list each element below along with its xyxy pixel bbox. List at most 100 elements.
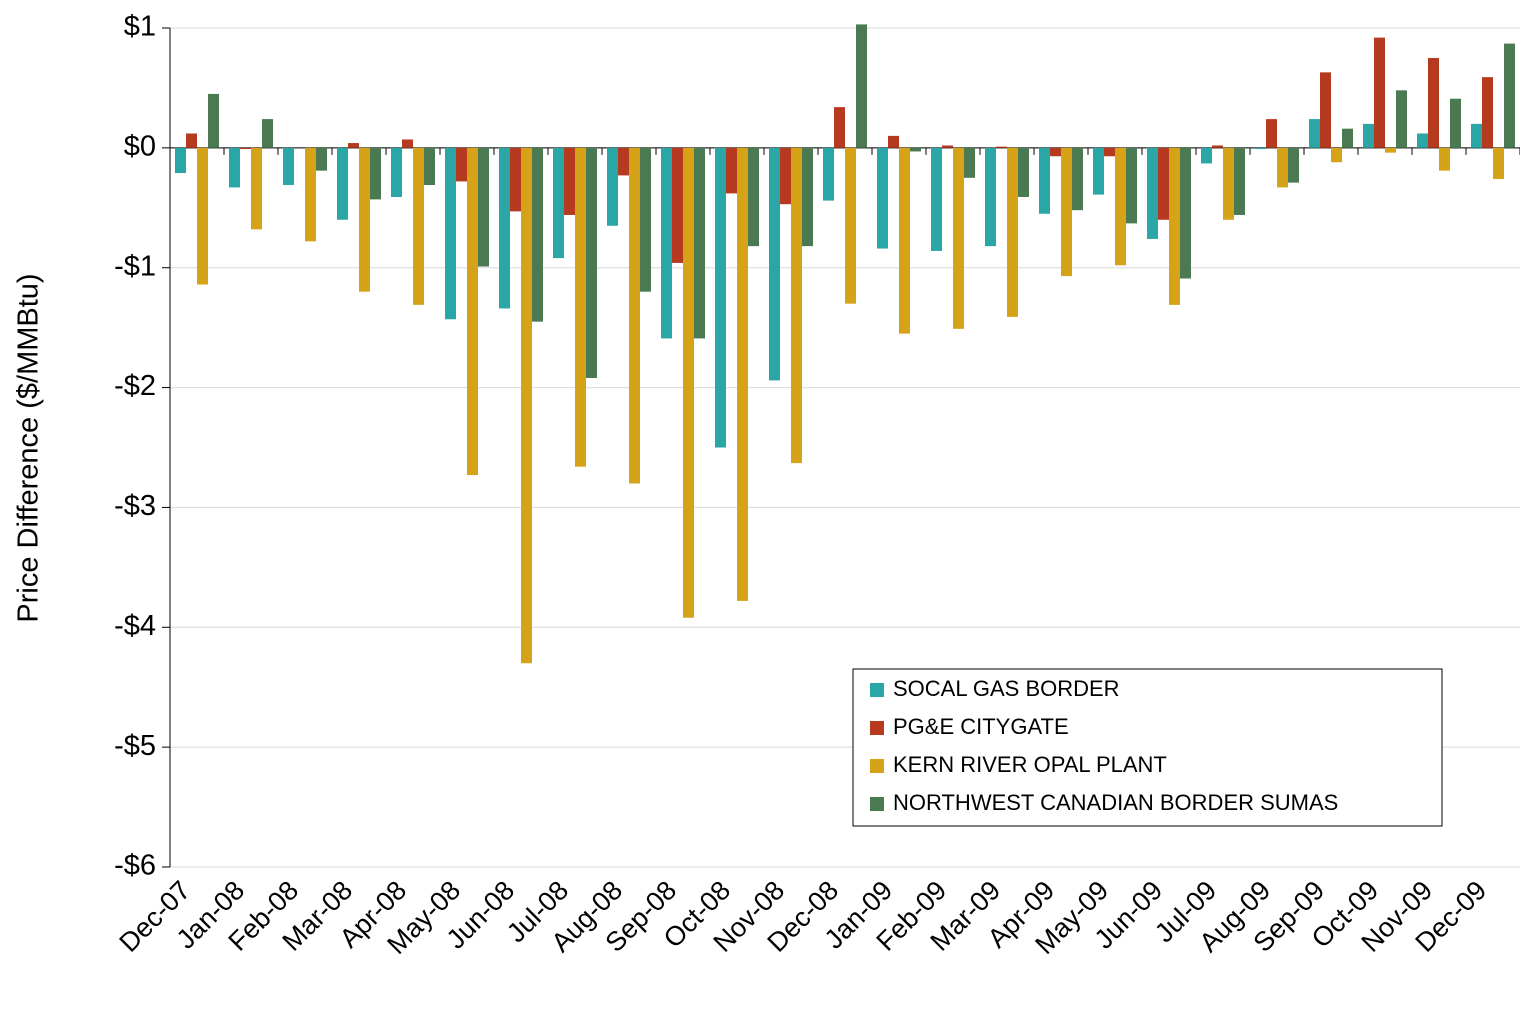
bar — [532, 147, 543, 322]
bar — [1493, 147, 1504, 180]
bar — [1234, 147, 1245, 215]
bar — [1039, 147, 1050, 214]
y-tick-label: $1 — [124, 11, 156, 43]
bar — [1212, 145, 1223, 148]
bar — [521, 147, 532, 664]
bar — [1158, 147, 1169, 220]
bar — [348, 143, 359, 148]
bar — [780, 147, 791, 205]
bar — [1255, 147, 1266, 150]
y-tick-label: $0 — [124, 131, 156, 163]
bar — [283, 147, 294, 186]
bar — [1428, 57, 1439, 148]
bar — [1093, 147, 1104, 195]
bar — [499, 147, 510, 309]
bar — [197, 147, 208, 285]
bar — [985, 147, 996, 247]
y-tick-label: -$4 — [114, 610, 156, 642]
bar — [1320, 72, 1331, 148]
bar — [888, 135, 899, 148]
bar — [823, 147, 834, 201]
legend-swatch — [870, 797, 884, 811]
legend-swatch — [870, 683, 884, 697]
bar — [1504, 43, 1515, 148]
bar — [1450, 98, 1461, 148]
bar — [1342, 128, 1353, 148]
bar — [607, 147, 618, 226]
bar — [618, 147, 629, 176]
legend-box — [852, 668, 1443, 827]
bar — [370, 147, 381, 200]
bar — [1126, 147, 1137, 224]
bar — [1277, 147, 1288, 188]
bar — [510, 147, 521, 212]
bar — [467, 147, 478, 476]
bar — [1396, 90, 1407, 148]
legend-swatch — [870, 721, 884, 735]
y-tick-label: -$2 — [114, 370, 156, 402]
y-tick-label: -$1 — [114, 250, 156, 282]
y-tick-label: -$3 — [114, 490, 156, 522]
bar — [802, 147, 813, 247]
bar — [834, 107, 845, 148]
bar — [413, 147, 424, 305]
bar — [640, 147, 651, 292]
bar — [1288, 147, 1299, 183]
bar — [1180, 147, 1191, 279]
bar — [229, 147, 240, 188]
bar — [672, 147, 683, 263]
bar — [1147, 147, 1158, 239]
bar — [737, 147, 748, 601]
bar — [748, 147, 759, 247]
bar — [305, 147, 316, 242]
bar — [445, 147, 456, 320]
bar — [391, 147, 402, 197]
bar — [1266, 119, 1277, 148]
bar — [575, 147, 586, 467]
bar — [715, 147, 726, 448]
bar — [337, 147, 348, 220]
bar — [942, 145, 953, 148]
bar — [478, 147, 489, 267]
legend-label: NORTHWEST CANADIAN BORDER SUMAS — [893, 790, 1338, 815]
bar — [1223, 147, 1234, 220]
bar — [845, 147, 856, 304]
bar — [1374, 37, 1385, 148]
bar — [769, 147, 780, 381]
bar — [1072, 147, 1083, 211]
bar — [910, 147, 921, 152]
bar — [1115, 147, 1126, 266]
bar — [1007, 147, 1018, 317]
bar — [1104, 147, 1115, 157]
bar — [1471, 123, 1482, 148]
bar — [694, 147, 705, 339]
y-tick-label: -$6 — [114, 850, 156, 882]
bar — [683, 147, 694, 618]
bar — [1482, 77, 1493, 148]
bar — [1050, 147, 1061, 157]
bar — [726, 147, 737, 194]
bar — [316, 147, 327, 171]
bar — [877, 147, 888, 249]
bar — [964, 147, 975, 178]
bar — [629, 147, 640, 484]
bar — [175, 147, 186, 174]
bar — [996, 146, 1007, 148]
bar — [1061, 147, 1072, 277]
bar — [1417, 133, 1428, 148]
legend-label: PG&E CITYGATE — [893, 714, 1069, 739]
y-axis-label: Price Difference ($/MMBtu) — [13, 273, 45, 622]
bar — [553, 147, 564, 259]
bar — [208, 93, 219, 148]
bar — [586, 147, 597, 378]
legend-label: KERN RIVER OPAL PLANT — [893, 752, 1167, 777]
bar — [240, 147, 251, 150]
bar — [251, 147, 262, 230]
bar — [1201, 147, 1212, 164]
bar — [931, 147, 942, 251]
bar — [1309, 119, 1320, 148]
bar — [1385, 147, 1396, 153]
bar — [899, 147, 910, 334]
bar — [953, 147, 964, 329]
